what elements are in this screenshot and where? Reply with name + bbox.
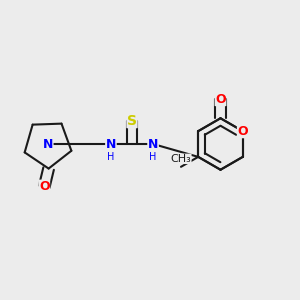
Text: N: N	[43, 137, 53, 151]
Text: H: H	[107, 152, 115, 162]
Text: N: N	[148, 137, 158, 151]
Text: S: S	[127, 114, 137, 128]
Text: N: N	[106, 137, 116, 151]
Text: CH₃: CH₃	[171, 154, 191, 164]
Text: O: O	[238, 124, 248, 138]
Text: H: H	[149, 152, 157, 162]
Text: O: O	[39, 180, 50, 193]
Text: O: O	[215, 93, 226, 106]
